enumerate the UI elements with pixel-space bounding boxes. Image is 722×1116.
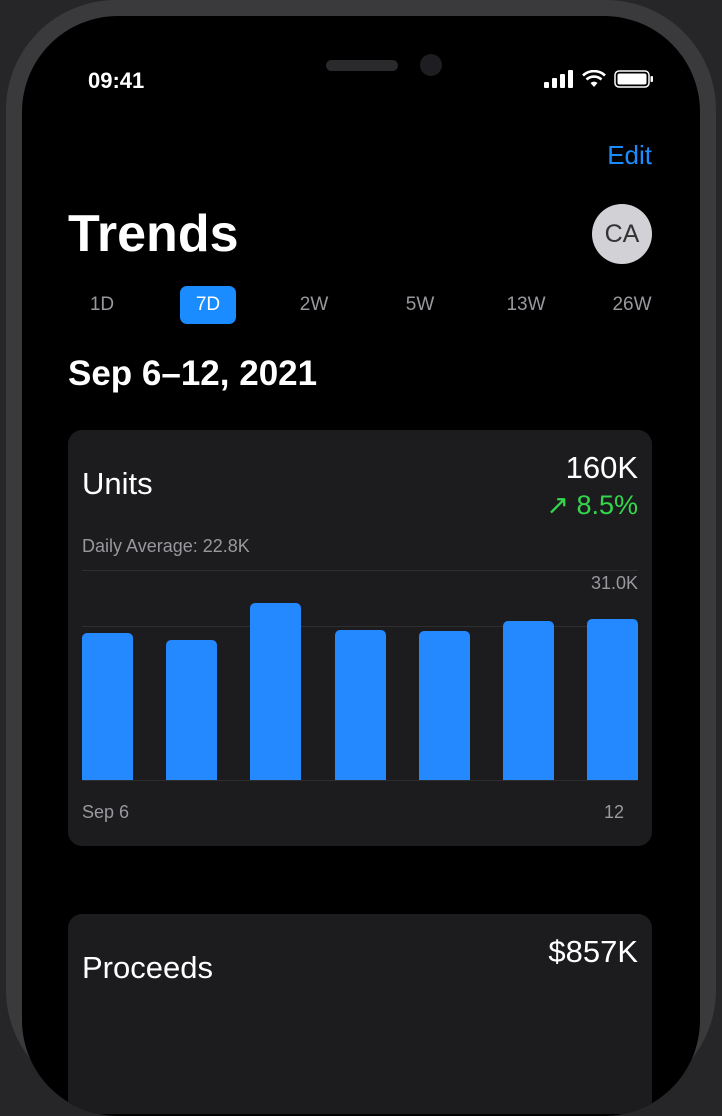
camera <box>420 54 442 76</box>
battery-icon <box>614 70 653 88</box>
bar-sep-10[interactable] <box>418 630 470 780</box>
range-7d[interactable]: 7D <box>180 286 236 324</box>
baseline <box>82 780 638 781</box>
proceeds-card[interactable]: Proceeds $857K <box>68 914 652 1114</box>
range-26w[interactable]: 26W <box>612 294 652 315</box>
speaker-notch <box>326 60 398 71</box>
range-1d[interactable]: 1D <box>89 294 115 315</box>
screen: 09:41 Edit Trends CA 1D 7D 2W 5W 13W 26W… <box>22 16 700 1116</box>
signal-icon <box>544 70 573 88</box>
units-card[interactable]: Units 160K ↗ 8.5% Daily Average: 22.8K 3… <box>68 430 652 846</box>
units-total: 160K <box>565 450 638 485</box>
page-title: Trends <box>68 205 239 263</box>
card-title: Units <box>82 466 153 501</box>
avatar[interactable]: CA <box>592 204 652 264</box>
range-2w[interactable]: 2W <box>299 294 329 315</box>
y-max-label: 31.0K <box>590 573 638 593</box>
status-icons <box>544 70 654 88</box>
x-tick-label: 12 <box>603 802 624 822</box>
bar-sep-11[interactable] <box>502 620 554 780</box>
edit-button[interactable]: Edit <box>607 140 652 170</box>
card-title: Proceeds <box>82 950 213 985</box>
bar-sep-7[interactable] <box>166 639 218 780</box>
range-selector: 1D 7D 2W 5W 13W 26W <box>74 286 660 324</box>
date-range: Sep 6–12, 2021 <box>68 354 318 393</box>
bar-sep-8[interactable] <box>250 602 302 780</box>
arrow-up-right-icon: ↗ <box>546 490 577 520</box>
status-time: 09:41 <box>88 68 145 93</box>
daily-average: Daily Average: 22.8K <box>82 536 250 556</box>
bar-chart <box>82 570 638 780</box>
wifi-icon <box>582 70 606 87</box>
bar-sep-9[interactable] <box>334 629 386 780</box>
bar-sep-12[interactable] <box>587 619 638 780</box>
x-tick-label: Sep 6 <box>82 802 130 822</box>
units-change: ↗ 8.5% <box>546 490 638 520</box>
range-13w[interactable]: 13W <box>506 294 546 315</box>
bar-sep-6[interactable] <box>82 633 133 780</box>
gridline-max <box>82 570 638 571</box>
proceeds-total: $857K <box>548 934 638 969</box>
gridline-average <box>82 625 638 627</box>
range-5w[interactable]: 5W <box>405 294 435 315</box>
